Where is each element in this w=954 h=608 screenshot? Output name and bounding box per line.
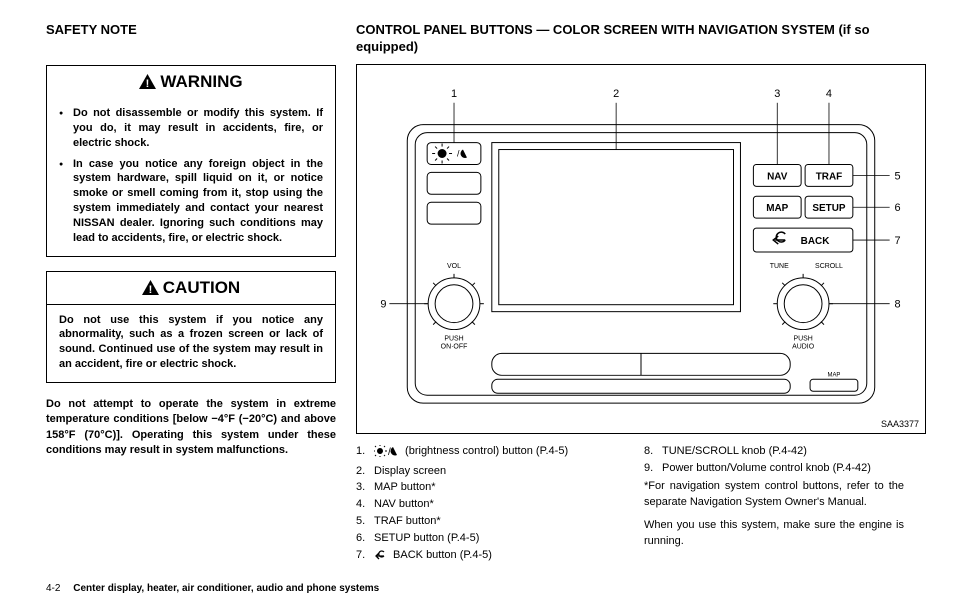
svg-text:4: 4	[826, 88, 832, 100]
warning-title: WARNING	[160, 72, 242, 91]
legend-item: 2.Display screen	[356, 464, 616, 479]
diagram-frame: / NAV TRAF MAP SETUP	[356, 64, 926, 434]
legend-col-a: 1./ (brightness control) button (P.4-5) 2…	[356, 444, 616, 568]
legend-item: 5.TRAF button*	[356, 514, 616, 529]
warning-item: Do not disassemble or modify this system…	[59, 106, 323, 151]
temperature-note: Do not attempt to operate the system in …	[46, 397, 336, 459]
legend-item: 6.SETUP button (P.4-5)	[356, 531, 616, 546]
svg-text:1: 1	[451, 88, 457, 100]
back-label: BACK	[801, 236, 831, 247]
svg-text:!: !	[148, 284, 152, 295]
right-column: CONTROL PANEL BUTTONS — COLOR SCREEN WIT…	[356, 22, 926, 568]
control-panel-diagram: / NAV TRAF MAP SETUP	[357, 65, 925, 433]
safety-note-heading: SAFETY NOTE	[46, 22, 336, 37]
warning-icon: !	[139, 74, 156, 89]
caution-title: CAUTION	[163, 278, 240, 297]
legend-item: 1./ (brightness control) button (P.4-5)	[356, 444, 616, 462]
svg-text:3: 3	[774, 88, 780, 100]
left-column: SAFETY NOTE ! WARNING Do not disassemble …	[46, 22, 336, 568]
columns: SAFETY NOTE ! WARNING Do not disassemble …	[46, 22, 914, 568]
svg-text:5: 5	[895, 170, 901, 182]
svg-text:MAP: MAP	[827, 372, 840, 378]
legend-item: 8.TUNE/SCROLL knob (P.4-42)	[644, 444, 904, 459]
warning-item: In case you notice any foreign object in…	[59, 157, 323, 246]
svg-text:7: 7	[895, 235, 901, 247]
svg-text:/: /	[457, 148, 460, 158]
legend-item: 7. BACK button (P.4-5)	[356, 548, 616, 566]
control-panel-heading: CONTROL PANEL BUTTONS — COLOR SCREEN WIT…	[356, 22, 926, 56]
svg-text:PUSH: PUSH	[444, 335, 463, 342]
map-label: MAP	[766, 203, 788, 214]
svg-text:6: 6	[895, 202, 901, 214]
legend-item: 3.MAP button*	[356, 480, 616, 495]
legend-col-b: 8.TUNE/SCROLL knob (P.4-42) 9.Power butto…	[644, 444, 904, 568]
svg-text:8: 8	[895, 298, 901, 310]
svg-text:TUNE: TUNE	[770, 263, 789, 270]
svg-text:SCROLL: SCROLL	[815, 263, 843, 270]
svg-text:9: 9	[380, 298, 386, 310]
svg-text:!: !	[146, 78, 150, 89]
svg-text:AUDIO: AUDIO	[792, 343, 815, 350]
section-title: Center display, heater, air conditioner,…	[73, 583, 379, 594]
footnote-engine: When you use this system, make sure the …	[644, 518, 904, 549]
page: SAFETY NOTE ! WARNING Do not disassemble …	[0, 0, 954, 608]
warning-header: ! WARNING	[47, 66, 335, 98]
footnote-nav: *For navigation system control buttons, …	[644, 479, 904, 510]
svg-text:VOL: VOL	[447, 263, 461, 270]
diagram-id: SAA3377	[881, 419, 919, 429]
svg-text:/: /	[388, 447, 391, 457]
traf-label: TRAF	[816, 171, 843, 182]
caution-header: ! CAUTION	[47, 272, 335, 305]
legend-item: 9.Power button/Volume control knob (P.4-…	[644, 461, 904, 476]
warning-body: Do not disassemble or modify this system…	[47, 98, 335, 256]
svg-text:2: 2	[613, 88, 619, 100]
page-footer: 4-2 Center display, heater, air conditio…	[46, 583, 379, 594]
warning-list: Do not disassemble or modify this system…	[59, 106, 323, 246]
caution-box: ! CAUTION Do not use this system if you n…	[46, 271, 336, 383]
legend-item: 4.NAV button*	[356, 497, 616, 512]
page-number: 4-2	[46, 583, 60, 594]
nav-label: NAV	[767, 171, 788, 182]
caution-body: Do not use this system if you notice any…	[47, 305, 335, 382]
caution-icon: !	[142, 280, 159, 295]
svg-text:PUSH: PUSH	[793, 335, 812, 342]
warning-box: ! WARNING Do not disassemble or modify th…	[46, 65, 336, 257]
legend: 1./ (brightness control) button (P.4-5) 2…	[356, 444, 926, 568]
svg-text:ON·OFF: ON·OFF	[441, 343, 468, 350]
setup-label: SETUP	[812, 203, 846, 214]
